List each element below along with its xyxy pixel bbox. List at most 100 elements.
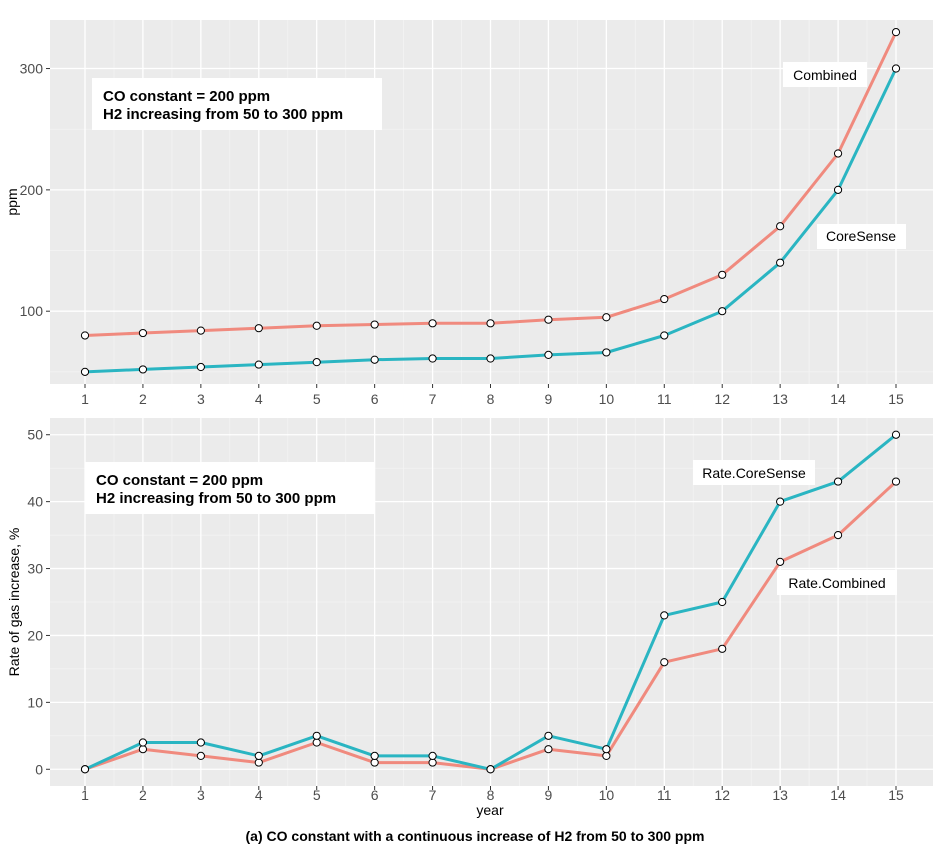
top-point-combined (776, 222, 785, 231)
bottom-label-combined-box (777, 570, 897, 595)
bottom-point-rate-coresense (718, 597, 727, 607)
bottom-point-rate-combined (370, 758, 379, 767)
top-label-combined: Combined (793, 67, 857, 83)
bottom-point-rate-combined (312, 738, 321, 747)
bottom-label-combined: Rate.Combined (788, 575, 885, 591)
top-x-tick-label: 9 (545, 391, 553, 407)
top-point-coresense (833, 185, 843, 194)
bottom-point-rate-combined (776, 557, 785, 566)
top-y-tick-label: 300 (20, 61, 44, 77)
top-x-tick-label: 2 (139, 391, 147, 407)
top-point-combined (196, 326, 205, 335)
top-point-combined (891, 28, 901, 37)
top-point-combined (370, 320, 379, 329)
bottom-gridlines (50, 418, 933, 786)
figure-caption: (a) CO constant with a continuous increa… (246, 828, 705, 844)
top-point-coresense (312, 358, 321, 367)
top-point-coresense (718, 307, 727, 316)
bottom-x-tick-label: 7 (429, 787, 437, 803)
top-x-tick-label: 6 (371, 391, 379, 407)
top-point-coresense (196, 362, 205, 372)
bottom-point-rate-combined (428, 758, 437, 767)
bottom-y-ticks: 0 10 20 30 40 50 (27, 427, 50, 777)
bottom-x-tick-label: 4 (255, 787, 263, 803)
top-x-tick-label: 13 (772, 391, 788, 407)
bottom-x-tick-label: 6 (371, 787, 379, 803)
top-x-tick-label: 5 (313, 391, 321, 407)
top-x-tick-label: 14 (830, 391, 846, 407)
bottom-point-rate-coresense (660, 611, 669, 620)
top-points (80, 28, 901, 376)
bottom-x-ticks: 1 2 3 4 5 6 7 8 9 10 11 12 13 14 15 (81, 786, 904, 803)
bottom-annotation-line-1: CO constant = 200 ppm (96, 472, 263, 489)
top-y-tick-label: 100 (20, 303, 44, 319)
top-point-coresense (370, 355, 379, 364)
bottom-point-rate-combined (544, 745, 553, 754)
top-x-tick-label: 15 (888, 391, 904, 407)
bottom-point-rate-combined (718, 644, 727, 653)
top-point-coresense (486, 354, 495, 363)
top-annotation-line-2: H2 increasing from 50 to 300 ppm (103, 106, 343, 123)
top-y-tick-label: 200 (20, 182, 44, 198)
top-x-tick-label: 8 (487, 391, 495, 407)
top-x-tick-label: 4 (255, 391, 263, 407)
top-label-coresense-box (817, 224, 906, 249)
top-point-combined (312, 321, 321, 330)
top-label-combined-box (783, 62, 867, 87)
top-x-tick-label: 12 (714, 391, 730, 407)
bottom-point-rate-coresense (370, 751, 379, 760)
bottom-y-tick-label: 50 (27, 427, 43, 443)
bottom-point-rate-coresense (254, 751, 263, 760)
bottom-x-tick-label: 11 (657, 787, 672, 803)
bottom-annotation-line-2: H2 increasing from 50 to 300 ppm (96, 490, 336, 507)
bottom-y-tick-label: 0 (35, 761, 43, 777)
bottom-point-rate-coresense (544, 731, 553, 740)
top-point-coresense (138, 365, 148, 374)
bottom-x-tick-label: 1 (81, 787, 89, 803)
top-y-ticks: 100 200 300 (20, 61, 50, 319)
bottom-point-rate-combined (138, 745, 148, 754)
top-point-coresense (660, 331, 669, 340)
top-point-combined (660, 294, 669, 304)
top-point-coresense (544, 350, 553, 359)
bottom-x-tick-label: 14 (830, 787, 846, 803)
top-point-coresense (776, 258, 785, 267)
top-annotation-box (92, 78, 382, 130)
top-x-ticks: 1 2 3 4 5 6 7 8 9 10 11 12 13 14 15 (81, 384, 904, 407)
top-point-combined (138, 328, 148, 338)
top-x-tick-label: 7 (429, 391, 437, 407)
bottom-label-coresense-box (693, 460, 815, 485)
top-point-combined (602, 313, 611, 322)
bottom-x-tick-label: 13 (772, 787, 788, 803)
top-point-combined (486, 319, 495, 328)
bottom-point-rate-coresense (196, 738, 205, 747)
bottom-point-rate-combined (254, 758, 263, 767)
top-point-coresense (428, 354, 437, 363)
bottom-y-tick-label: 40 (27, 494, 43, 510)
bottom-points (80, 430, 901, 774)
bottom-point-rate-coresense (80, 765, 90, 774)
bottom-x-tick-label: 15 (888, 787, 904, 803)
top-x-tick-label: 10 (599, 391, 615, 407)
bottom-y-tick-label: 30 (27, 561, 43, 577)
bottom-point-rate-combined (196, 751, 205, 760)
top-annotation-line-1: CO constant = 200 ppm (103, 88, 270, 105)
top-x-tick-label: 1 (81, 391, 89, 407)
top-point-coresense (254, 360, 263, 369)
bottom-point-rate-coresense (138, 738, 148, 747)
bottom-y-tick-label: 20 (27, 627, 43, 643)
top-label-coresense: CoreSense (826, 228, 896, 244)
top-x-tick-label: 11 (657, 391, 672, 407)
bottom-point-rate-coresense (602, 745, 611, 754)
bottom-x-tick-label: 9 (545, 787, 553, 803)
bottom-point-rate-coresense (891, 430, 901, 439)
bottom-label-coresense: Rate.CoreSense (702, 465, 806, 481)
bottom-annotation-box (85, 462, 375, 514)
bottom-x-tick-label: 5 (313, 787, 321, 803)
top-point-combined (428, 319, 437, 328)
top-point-combined (254, 324, 263, 333)
